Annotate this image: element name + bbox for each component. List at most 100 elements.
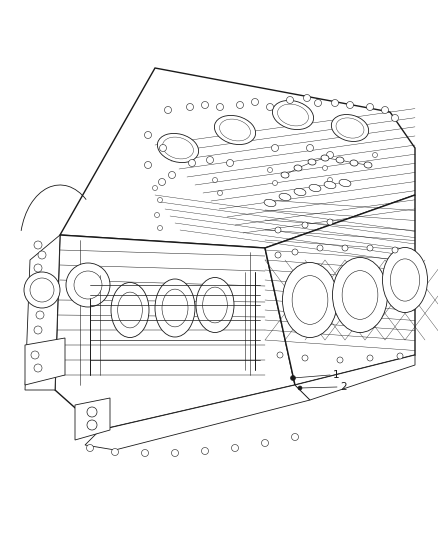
Ellipse shape [294, 165, 302, 171]
Circle shape [87, 420, 97, 430]
Circle shape [206, 157, 213, 164]
Circle shape [292, 249, 298, 255]
Ellipse shape [331, 115, 369, 141]
Circle shape [188, 159, 195, 166]
Circle shape [24, 272, 60, 308]
Polygon shape [265, 195, 415, 385]
Text: 2: 2 [340, 382, 346, 392]
Circle shape [275, 252, 281, 258]
Ellipse shape [350, 160, 358, 166]
Circle shape [187, 103, 194, 110]
Circle shape [155, 213, 159, 217]
Circle shape [112, 448, 119, 456]
Circle shape [397, 353, 403, 359]
Circle shape [346, 101, 353, 109]
Ellipse shape [336, 157, 344, 163]
Circle shape [30, 278, 54, 302]
Circle shape [381, 107, 389, 114]
Ellipse shape [332, 257, 388, 333]
Circle shape [392, 115, 399, 122]
Circle shape [34, 364, 42, 372]
Ellipse shape [308, 159, 316, 165]
Circle shape [201, 448, 208, 455]
Ellipse shape [309, 184, 321, 192]
Circle shape [367, 355, 373, 361]
Circle shape [86, 445, 93, 451]
Circle shape [212, 177, 218, 182]
Ellipse shape [157, 133, 198, 163]
Circle shape [367, 245, 373, 251]
Ellipse shape [203, 287, 227, 323]
Circle shape [145, 132, 152, 139]
Circle shape [152, 185, 158, 190]
Ellipse shape [278, 104, 308, 126]
Circle shape [304, 94, 311, 101]
Circle shape [226, 159, 233, 166]
Polygon shape [85, 385, 310, 450]
Ellipse shape [339, 180, 351, 187]
Ellipse shape [272, 100, 314, 130]
Circle shape [261, 440, 268, 447]
Ellipse shape [118, 292, 142, 328]
Circle shape [251, 99, 258, 106]
Circle shape [38, 251, 46, 259]
Circle shape [66, 263, 110, 307]
Circle shape [307, 144, 314, 151]
Ellipse shape [264, 199, 276, 207]
Ellipse shape [283, 262, 338, 337]
Circle shape [172, 449, 179, 456]
Ellipse shape [390, 259, 420, 301]
Circle shape [272, 181, 278, 185]
Ellipse shape [162, 137, 194, 159]
Polygon shape [25, 338, 65, 385]
Circle shape [317, 245, 323, 251]
Ellipse shape [321, 155, 329, 161]
Circle shape [286, 96, 293, 103]
Ellipse shape [214, 116, 256, 144]
Ellipse shape [336, 118, 364, 138]
Circle shape [342, 245, 348, 251]
Circle shape [159, 144, 166, 151]
Circle shape [31, 351, 39, 359]
Circle shape [218, 190, 223, 196]
Circle shape [332, 100, 339, 107]
Ellipse shape [324, 181, 336, 189]
Circle shape [372, 152, 378, 157]
Text: 1: 1 [333, 370, 339, 380]
Circle shape [34, 264, 42, 272]
Circle shape [298, 386, 302, 390]
Circle shape [34, 326, 42, 334]
Circle shape [34, 241, 42, 249]
Circle shape [275, 227, 281, 233]
Circle shape [74, 271, 102, 299]
Ellipse shape [219, 119, 251, 141]
Circle shape [327, 219, 333, 225]
Circle shape [36, 311, 44, 319]
Ellipse shape [292, 276, 328, 325]
Circle shape [328, 177, 332, 182]
Circle shape [201, 101, 208, 109]
Circle shape [337, 357, 343, 363]
Circle shape [302, 355, 308, 361]
Circle shape [367, 103, 374, 110]
Circle shape [322, 166, 328, 171]
Circle shape [272, 144, 279, 151]
Circle shape [277, 352, 283, 358]
Circle shape [268, 167, 272, 173]
Circle shape [266, 103, 273, 110]
Circle shape [392, 247, 398, 253]
Polygon shape [295, 355, 415, 400]
Ellipse shape [196, 278, 234, 333]
Ellipse shape [162, 289, 188, 327]
Circle shape [159, 179, 166, 185]
Ellipse shape [111, 282, 149, 337]
Circle shape [292, 433, 299, 440]
Ellipse shape [279, 193, 291, 200]
Circle shape [216, 103, 223, 110]
Ellipse shape [294, 188, 306, 196]
Polygon shape [75, 398, 110, 440]
Ellipse shape [364, 162, 372, 168]
Circle shape [141, 449, 148, 456]
Ellipse shape [281, 172, 289, 178]
Circle shape [158, 225, 162, 230]
